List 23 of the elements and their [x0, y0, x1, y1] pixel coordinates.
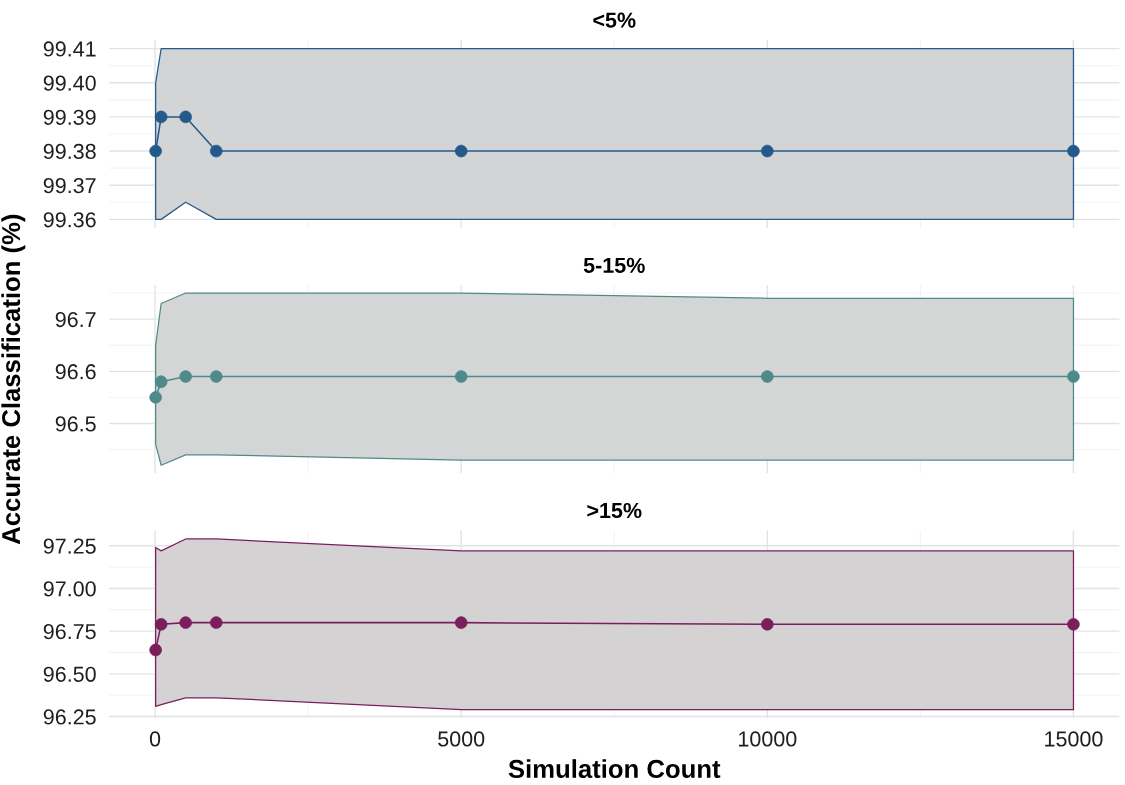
x-tick-label: 0 — [149, 731, 161, 747]
y-tick-label: 97.25 — [43, 538, 96, 554]
x-axis-title: Simulation Count — [508, 759, 721, 779]
x-tick-label: 5000 — [438, 731, 485, 747]
y-tick-label: 99.38 — [43, 143, 96, 160]
x-tick-label: 15000 — [1045, 731, 1103, 747]
y-tick-label: 99.36 — [43, 212, 96, 228]
y-tick-label: 96.75 — [43, 623, 96, 640]
y-tick-label: 97.00 — [43, 581, 96, 597]
chart-title: >15% — [587, 502, 642, 519]
y-tick-label: 96.50 — [43, 666, 96, 682]
y-tick-label: 96.6 — [55, 364, 96, 380]
y-tick-label: 96.25 — [43, 709, 96, 725]
chart-title: <5% — [593, 12, 636, 28]
y-tick-label: 99.40 — [43, 75, 96, 91]
chart-title: 5-15% — [583, 257, 645, 273]
y-tick-label: 96.7 — [55, 311, 96, 328]
y-axis-title: Accurate Classification (%) — [1, 214, 26, 545]
y-tick-label: 99.37 — [43, 177, 96, 194]
y-tick-label: 99.41 — [43, 41, 96, 57]
y-tick-label: 99.39 — [43, 109, 96, 125]
x-tick-label: 10000 — [739, 731, 797, 747]
y-tick-label: 96.5 — [55, 416, 96, 432]
